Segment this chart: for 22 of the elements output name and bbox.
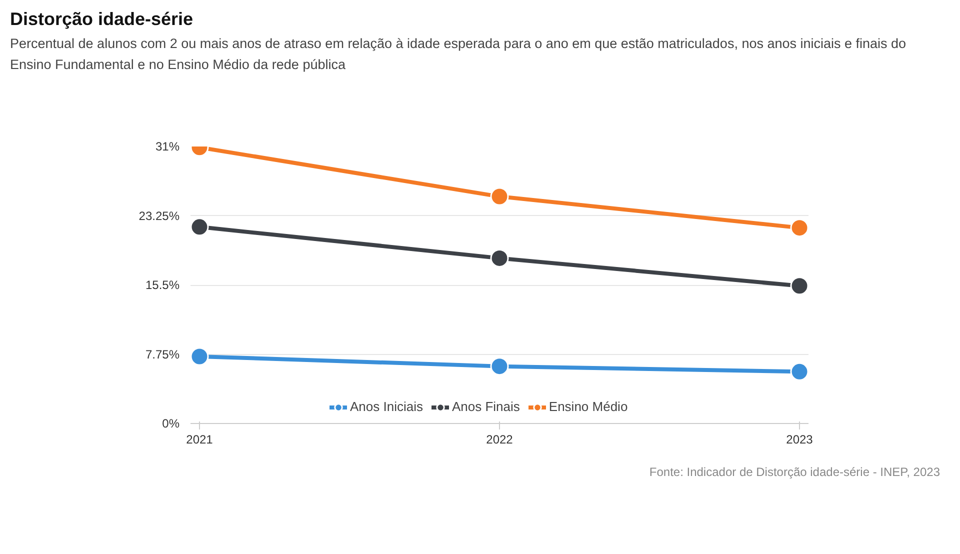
x-tick-label: 2023 — [786, 432, 814, 446]
legend-label: Ensino Médio — [548, 399, 628, 414]
y-tick-label: 15.5% — [145, 278, 180, 292]
y-tick-label: 31% — [155, 139, 180, 154]
y-tick-label: 7.75% — [145, 346, 180, 361]
point — [790, 276, 808, 295]
y-tick-label: 0% — [162, 416, 180, 430]
point — [190, 346, 209, 366]
chart-subtitle: Percentual de alunos com 2 ou mais anos de atraso em relação à idade esperada para o ano em que estão matriculados, nos anos iniciais e finais do Ensino Fundamental e no Ensino Médio da rede pública — [10, 34, 908, 74]
x-tick-label: 2022 — [486, 432, 514, 446]
y-tick-label: 23.25% — [138, 208, 180, 222]
legend-label: Anos Finais — [452, 399, 520, 414]
legend-label: Anos Iniciais — [350, 399, 423, 414]
point — [790, 218, 808, 237]
point — [490, 356, 509, 376]
chart-title: Distorção idade-série — [10, 8, 194, 31]
point — [790, 362, 808, 381]
point — [190, 217, 209, 236]
source-note: Fonte: Indicador de Distorção idade-série - INEP, 2023 — [649, 464, 940, 481]
point — [490, 187, 509, 206]
point — [490, 248, 509, 268]
x-tick-label: 2021 — [186, 432, 214, 446]
